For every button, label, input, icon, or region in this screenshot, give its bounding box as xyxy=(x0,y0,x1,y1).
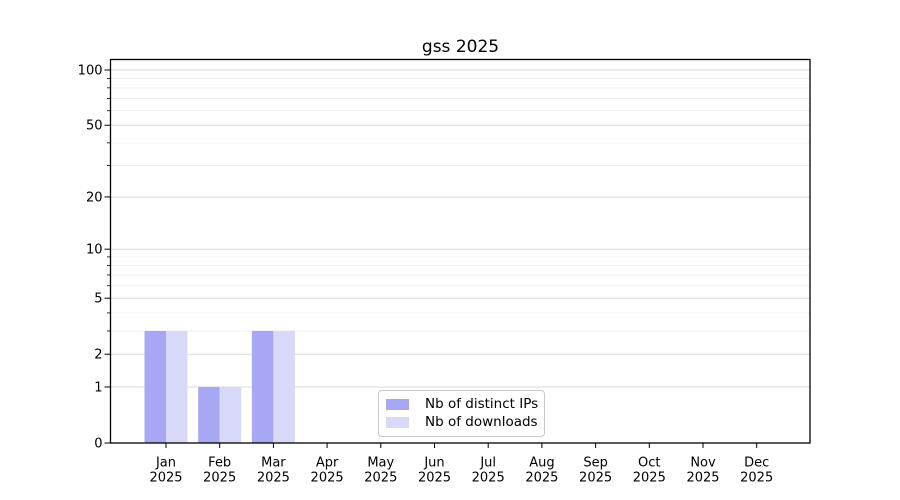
y-tick-label: 2 xyxy=(94,348,102,363)
y-tick-label: 20 xyxy=(86,190,103,205)
x-tick-label-year: 2025 xyxy=(740,471,773,486)
x-tick-label-year: 2025 xyxy=(149,471,182,486)
x-tick-label-month: Jan xyxy=(155,456,176,471)
bar-distinct-ips-mar xyxy=(251,330,274,443)
x-tick-label-year: 2025 xyxy=(525,471,558,486)
x-tick-label-month: Aug xyxy=(529,456,554,471)
bar-downloads-feb xyxy=(219,386,242,443)
x-tick-label-month: Jun xyxy=(423,456,444,471)
x-tick-label-year: 2025 xyxy=(257,471,290,486)
y-tick-label: 0 xyxy=(94,437,102,452)
bar-distinct-ips-jan xyxy=(144,330,166,443)
legend-swatch-distinct-ips xyxy=(386,399,409,411)
x-tick-label-month: Mar xyxy=(261,456,286,471)
x-tick-label-month: Dec xyxy=(744,456,769,471)
x-tick-label-month: Apr xyxy=(316,456,339,471)
legend-item-distinct-ips: Nb of distinct IPs xyxy=(386,396,544,412)
x-tick-label-year: 2025 xyxy=(203,471,236,486)
legend-item-downloads: Nb of downloads xyxy=(386,413,544,430)
x-tick-label-year: 2025 xyxy=(472,471,505,486)
x-tick-label-year: 2025 xyxy=(364,471,397,486)
legend-label-downloads: Nb of downloads xyxy=(425,413,538,430)
x-tick-label-year: 2025 xyxy=(686,471,719,486)
x-tick-label-month: Feb xyxy=(208,456,231,471)
bar-downloads-jan xyxy=(166,330,188,443)
x-tick-label-year: 2025 xyxy=(311,471,344,486)
x-tick-label-month: Jul xyxy=(479,456,496,471)
y-tick-label: 10 xyxy=(86,243,103,258)
y-tick-label: 5 xyxy=(94,292,102,307)
x-tick-label-year: 2025 xyxy=(579,471,612,486)
legend-label-distinct-ips: Nb of distinct IPs xyxy=(425,396,539,412)
x-tick-label-month: Sep xyxy=(583,456,608,471)
x-tick-label-year: 2025 xyxy=(418,471,451,486)
bar-distinct-ips-feb xyxy=(198,386,220,443)
x-tick-label-month: May xyxy=(367,456,394,471)
chart-title: gss 2025 xyxy=(421,37,500,57)
x-tick-label-year: 2025 xyxy=(633,471,666,486)
y-tick-label: 100 xyxy=(78,64,103,79)
y-tick-label: 1 xyxy=(94,380,102,395)
bar-downloads-mar xyxy=(273,330,295,443)
plot-border xyxy=(109,58,811,444)
x-tick-label-month: Nov xyxy=(690,456,716,471)
legend-swatch-downloads xyxy=(386,416,409,428)
x-tick-label-month: Oct xyxy=(638,456,660,471)
y-tick-label: 50 xyxy=(86,119,103,134)
legend: Nb of distinct IPs Nb of downloads xyxy=(378,390,545,437)
